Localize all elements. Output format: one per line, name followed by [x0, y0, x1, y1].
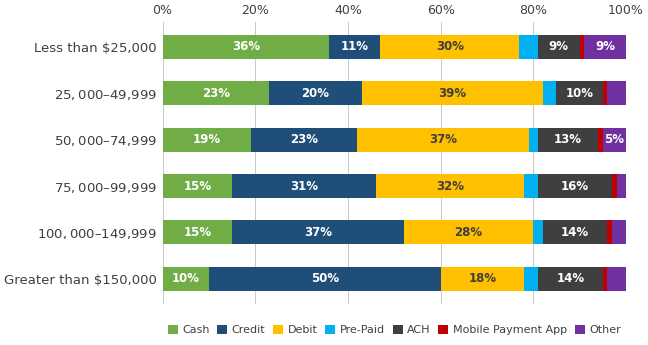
Bar [529, 128, 538, 152]
Bar [538, 128, 598, 152]
Text: 15%: 15% [183, 226, 211, 239]
Text: 19%: 19% [192, 133, 221, 146]
Bar [251, 128, 357, 152]
Text: 30%: 30% [436, 40, 464, 53]
Text: 14%: 14% [556, 272, 584, 285]
Bar [607, 220, 612, 244]
Text: 16%: 16% [561, 179, 589, 193]
Bar [542, 220, 607, 244]
Text: 31%: 31% [290, 179, 318, 193]
Bar [603, 267, 607, 291]
Text: 9%: 9% [595, 40, 615, 53]
Text: 5%: 5% [605, 133, 624, 146]
Bar [542, 81, 557, 105]
Bar [538, 174, 612, 198]
Text: 50%: 50% [310, 272, 339, 285]
Bar [269, 81, 362, 105]
Bar [557, 81, 603, 105]
Bar [603, 128, 626, 152]
Text: 15%: 15% [183, 179, 211, 193]
Text: 23%: 23% [290, 133, 318, 146]
Bar [163, 81, 269, 105]
Bar [163, 128, 251, 152]
Bar [617, 174, 631, 198]
Text: 37%: 37% [304, 226, 332, 239]
Bar [603, 81, 607, 105]
Text: 10%: 10% [172, 272, 200, 285]
Bar [607, 81, 626, 105]
Bar [380, 35, 519, 59]
Bar [519, 35, 538, 59]
Bar [612, 174, 617, 198]
Text: 18%: 18% [469, 272, 496, 285]
Bar [404, 220, 533, 244]
Bar [607, 267, 626, 291]
Bar [538, 267, 603, 291]
Bar [329, 35, 380, 59]
Bar [524, 174, 538, 198]
Bar [524, 267, 538, 291]
Bar [163, 220, 232, 244]
Text: 36%: 36% [232, 40, 260, 53]
Text: 11%: 11% [341, 40, 369, 53]
Text: 20%: 20% [301, 87, 329, 100]
Bar [232, 174, 376, 198]
Text: 13%: 13% [554, 133, 582, 146]
Text: 10%: 10% [566, 87, 594, 100]
Bar [163, 35, 329, 59]
Text: 9%: 9% [549, 40, 569, 53]
Text: 32%: 32% [436, 179, 464, 193]
Bar [362, 81, 542, 105]
Bar [376, 174, 524, 198]
Bar [441, 267, 524, 291]
Bar [163, 174, 232, 198]
Text: 23%: 23% [202, 87, 230, 100]
Text: 37%: 37% [429, 133, 457, 146]
Bar [584, 35, 626, 59]
Bar [357, 128, 529, 152]
Bar [533, 220, 542, 244]
Bar [163, 267, 209, 291]
Text: 28%: 28% [454, 226, 483, 239]
Legend: Cash, Credit, Debit, Pre-Paid, ACH, Mobile Payment App, Other: Cash, Credit, Debit, Pre-Paid, ACH, Mobi… [163, 321, 625, 339]
Text: 39%: 39% [438, 87, 466, 100]
Bar [232, 220, 404, 244]
Bar [612, 220, 626, 244]
Bar [579, 35, 584, 59]
Text: 14%: 14% [561, 226, 589, 239]
Bar [538, 35, 579, 59]
Bar [598, 128, 603, 152]
Bar [209, 267, 441, 291]
